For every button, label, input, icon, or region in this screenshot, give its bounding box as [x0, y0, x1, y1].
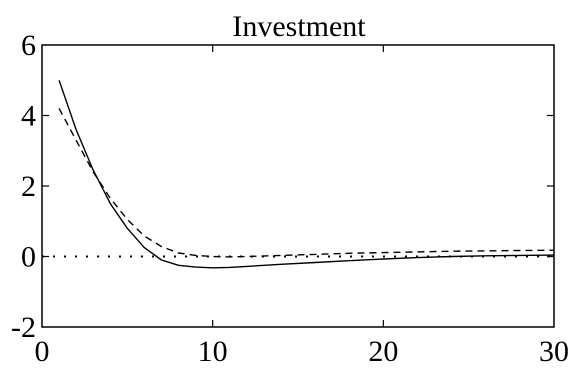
- chart-title: Investment: [232, 10, 366, 43]
- y-tick-label: 6: [21, 29, 36, 62]
- plot-frame: [41, 44, 555, 328]
- series-layer: [42, 80, 555, 269]
- y-tick-label: -2: [11, 311, 36, 344]
- x-tick-label: 30: [539, 335, 569, 368]
- y-tick-label: 4: [21, 100, 36, 133]
- x-tick-label: 0: [35, 335, 50, 368]
- y-tick-label: 0: [21, 241, 36, 274]
- x-tick-label: 10: [198, 335, 228, 368]
- series-line-solid: [58, 80, 555, 269]
- x-tick-label: 20: [368, 335, 398, 368]
- y-tick-label: 2: [21, 170, 36, 203]
